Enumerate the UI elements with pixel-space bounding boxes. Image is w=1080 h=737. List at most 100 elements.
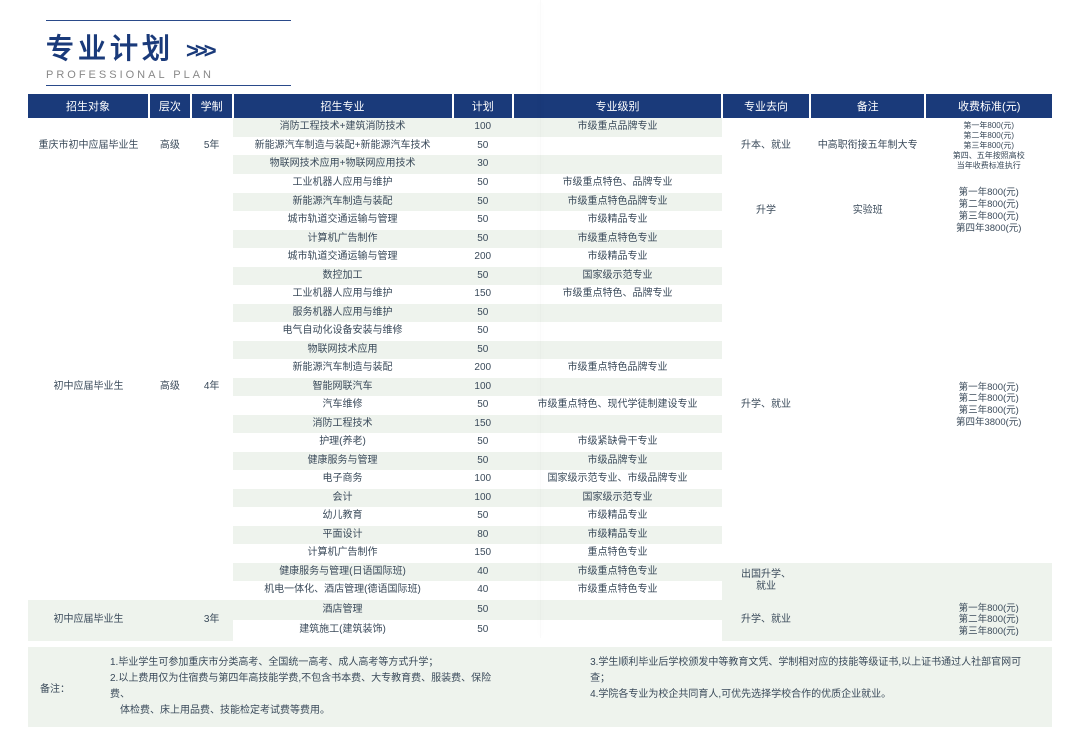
col-header: 专业去向 [722, 94, 810, 118]
cell: 健康服务与管理 [233, 452, 453, 471]
cell: 市级重点特色专业 [513, 563, 722, 582]
cell: 消防工程技术+建筑消防技术 [233, 118, 453, 137]
cell: 新能源汽车制造与装配+新能源汽车技术 [233, 137, 453, 156]
cell: 新能源汽车制造与装配 [233, 193, 453, 212]
cell: 汽车维修 [233, 396, 453, 415]
cell: 平面设计 [233, 526, 453, 545]
cell: 市级重点品牌专业 [513, 118, 722, 137]
footnote-left: 1.毕业学生可参加重庆市分类高考、全国统一高考、成人高考等方式升学；2.以上费用… [110, 655, 510, 719]
cell: 会计 [233, 489, 453, 508]
cell [810, 563, 925, 600]
title-chevron: >>> [186, 38, 213, 64]
cell: 5年 [191, 118, 233, 174]
cell: 第一年800(元)第二年800(元)第三年800(元)第四年3800(元) [925, 174, 1052, 248]
cell: 服务机器人应用与维护 [233, 304, 453, 323]
cell: 物联网技术应用+物联网应用技术 [233, 155, 453, 174]
cell: 40 [453, 563, 513, 582]
cell: 市级紧缺骨干专业 [513, 433, 722, 452]
cell: 150 [453, 415, 513, 434]
col-header: 备注 [810, 94, 925, 118]
cell [513, 304, 722, 323]
cell: 国家级示范专业 [513, 267, 722, 286]
cell: 100 [453, 489, 513, 508]
cell: 工业机器人应用与维护 [233, 285, 453, 304]
cell: 150 [453, 544, 513, 563]
cell [513, 600, 722, 621]
cell: 健康服务与管理(日语国际班) [233, 563, 453, 582]
cell [810, 248, 925, 563]
cell: 100 [453, 378, 513, 397]
title-en: PROFESSIONAL PLAN [46, 69, 291, 86]
title-cn: 专业计划 [46, 27, 174, 67]
cell: 计算机广告制作 [233, 230, 453, 249]
col-header: 层次 [149, 94, 191, 118]
cell: 第一年800(元)第二年800(元)第三年800(元)第四、五年按照高校当年收费… [925, 118, 1052, 174]
cell: 50 [453, 267, 513, 286]
cell: 50 [453, 396, 513, 415]
cell: 50 [453, 507, 513, 526]
cell: 重点特色专业 [513, 544, 722, 563]
footnote-label: 备注： [40, 680, 70, 695]
cell: 市级精品专业 [513, 211, 722, 230]
cell: 100 [453, 470, 513, 489]
cell [149, 600, 191, 642]
cell: 出国升学、就业 [722, 563, 810, 600]
cell: 市级品牌专业 [513, 452, 722, 471]
cell: 工业机器人应用与维护 [233, 174, 453, 193]
col-header: 招生对象 [28, 94, 149, 118]
cell: 40 [453, 581, 513, 600]
cell: 第一年800(元)第二年800(元)第三年800(元)第四年3800(元) [925, 248, 1052, 563]
cell: 机电一体化、酒店管理(德语国际班) [233, 581, 453, 600]
cell: 80 [453, 526, 513, 545]
cell: 50 [453, 174, 513, 193]
cell: 升学、就业 [722, 248, 810, 563]
cell: 市级重点特色、品牌专业 [513, 174, 722, 193]
cell: 升学 [722, 174, 810, 248]
cell: 国家级示范专业 [513, 489, 722, 508]
cell: 市级精品专业 [513, 507, 722, 526]
cell [810, 600, 925, 642]
cell: 50 [453, 452, 513, 471]
cell [513, 341, 722, 360]
cell [513, 155, 722, 174]
footnote-right: 3.学生顺利毕业后学校颁发中等教育文凭、学制相对应的技能等级证书,以上证书通过人… [590, 655, 1040, 719]
cell: 高级 [149, 118, 191, 174]
cell [513, 137, 722, 156]
cell: 初中应届毕业生 [28, 600, 149, 642]
cell: 50 [453, 137, 513, 156]
col-header: 学制 [191, 94, 233, 118]
cell: 城市轨道交通运输与管理 [233, 248, 453, 267]
cell: 30 [453, 155, 513, 174]
cell: 中高职衔接五年制大专 [810, 118, 925, 174]
cell: 物联网技术应用 [233, 341, 453, 360]
title-block: 专业计划 >>> PROFESSIONAL PLAN [46, 20, 1052, 86]
footnote-block: 备注： 1.毕业学生可参加重庆市分类高考、全国统一高考、成人高考等方式升学；2.… [28, 647, 1052, 727]
cell: 升学、就业 [722, 600, 810, 642]
cell: 第一年800(元)第二年800(元)第三年800(元) [925, 600, 1052, 642]
cell: 200 [453, 359, 513, 378]
cell: 200 [453, 248, 513, 267]
cell: 市级重点特色专业 [513, 581, 722, 600]
col-header: 招生专业 [233, 94, 453, 118]
cell: 50 [453, 304, 513, 323]
cell: 城市轨道交通运输与管理 [233, 211, 453, 230]
cell: 建筑施工(建筑装饰) [233, 620, 453, 641]
cell: 国家级示范专业、市级品牌专业 [513, 470, 722, 489]
cell: 4年 [191, 174, 233, 600]
col-header: 计划 [453, 94, 513, 118]
cell: 市级精品专业 [513, 526, 722, 545]
cell: 50 [453, 620, 513, 641]
cell: 新能源汽车制造与装配 [233, 359, 453, 378]
cell: 幼儿教育 [233, 507, 453, 526]
cell: 100 [453, 118, 513, 137]
cell: 3年 [191, 600, 233, 642]
cell: 150 [453, 285, 513, 304]
cell: 市级重点特色专业 [513, 230, 722, 249]
cell: 50 [453, 600, 513, 621]
cell: 酒店管理 [233, 600, 453, 621]
cell: 智能网联汽车 [233, 378, 453, 397]
cell: 市级重点特色品牌专业 [513, 193, 722, 212]
cell: 市级精品专业 [513, 248, 722, 267]
cell: 电气自动化设备安装与维修 [233, 322, 453, 341]
cell: 市级重点特色、现代学徒制建设专业 [513, 396, 722, 415]
